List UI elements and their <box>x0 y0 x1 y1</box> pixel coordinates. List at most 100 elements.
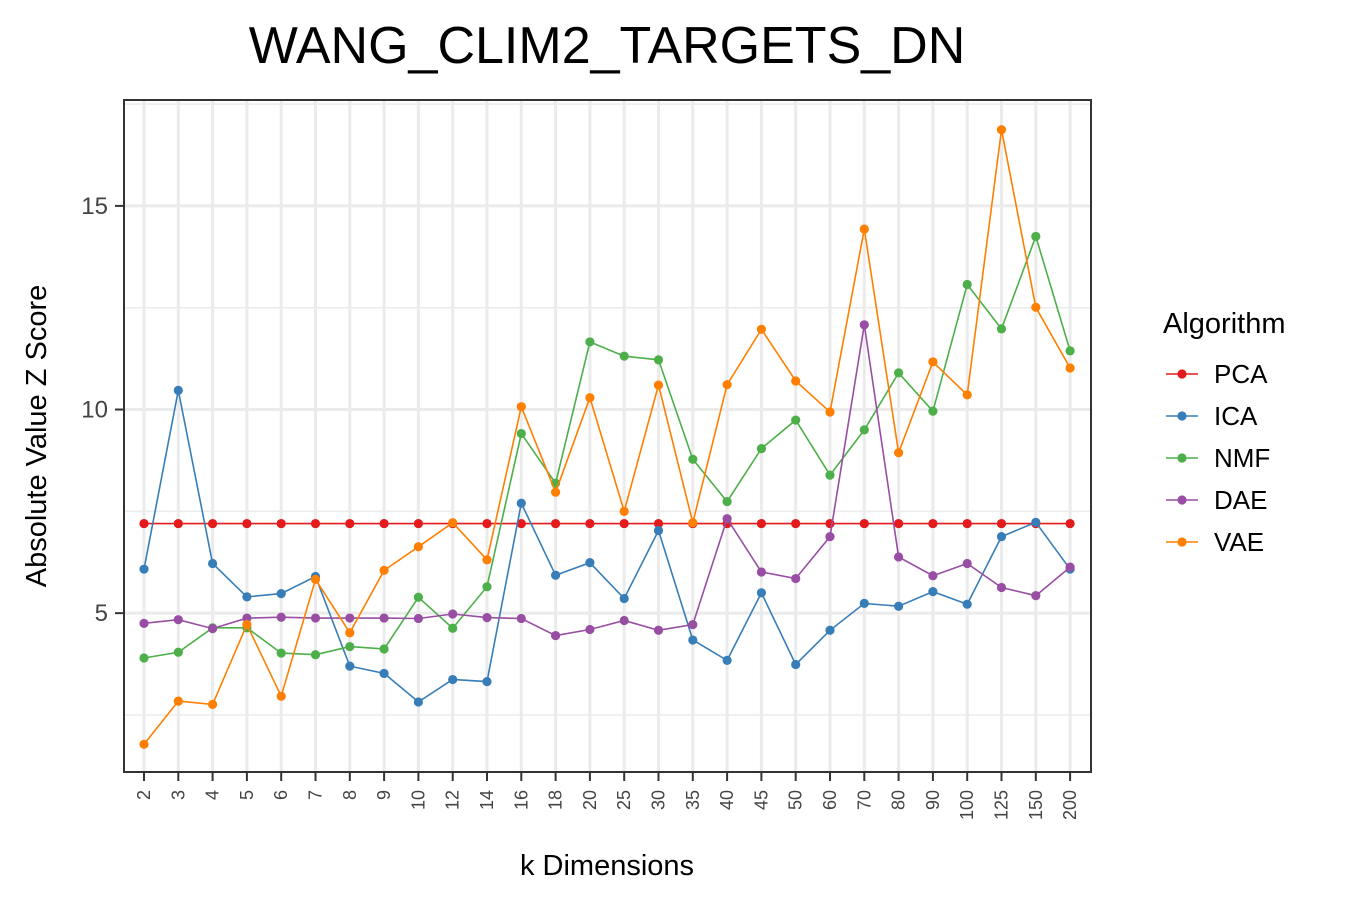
data-point <box>379 613 389 623</box>
x-tick-label: 90 <box>923 790 943 810</box>
data-point <box>516 498 526 508</box>
data-point <box>379 644 389 654</box>
x-tick-label: 14 <box>477 790 497 810</box>
series-line <box>143 129 1071 745</box>
data-point <box>928 571 938 581</box>
x-tick-label: 200 <box>1060 790 1080 820</box>
x-tick-label: 125 <box>992 790 1012 820</box>
data-point <box>242 613 252 623</box>
x-tick-label: 12 <box>443 790 463 810</box>
x-tick-label: 3 <box>168 790 188 800</box>
data-point <box>482 518 492 529</box>
data-point <box>894 368 904 378</box>
x-tick-label: 20 <box>580 790 600 810</box>
x-tick-label: 25 <box>614 790 634 810</box>
x-tick-label: 2 <box>134 790 154 800</box>
legend-items: PCA ICA NMF DAE VAE <box>1166 359 1270 557</box>
data-point <box>585 558 595 568</box>
series-line <box>143 233 1071 659</box>
legend-item-dae: DAE <box>1166 485 1267 515</box>
legend-item-nmf: NMF <box>1166 443 1270 473</box>
data-point <box>756 444 767 454</box>
data-point <box>379 668 389 679</box>
data-point <box>653 518 664 529</box>
data-point <box>894 448 904 458</box>
data-point <box>173 518 183 529</box>
data-point <box>482 676 492 687</box>
data-point <box>791 518 801 529</box>
data-point <box>585 337 595 347</box>
data-point <box>173 647 183 657</box>
data-point <box>310 650 321 660</box>
data-point <box>962 599 972 609</box>
data-point <box>413 518 423 529</box>
data-point <box>859 425 869 435</box>
series-vae <box>139 125 1075 749</box>
data-point <box>139 564 149 574</box>
data-point <box>276 691 286 701</box>
series-line <box>143 390 1071 703</box>
data-point <box>585 624 595 635</box>
x-tick-label: 50 <box>786 790 806 810</box>
data-point <box>928 586 938 597</box>
data-point <box>928 518 938 529</box>
legend-key-point <box>1177 495 1187 505</box>
data-point <box>722 380 732 390</box>
x-tick-label: 30 <box>649 790 669 810</box>
data-point <box>379 565 389 576</box>
data-point <box>208 558 218 569</box>
data-point <box>859 224 869 234</box>
x-tick-label: 100 <box>957 790 977 820</box>
data-point <box>894 518 904 529</box>
data-point <box>756 588 767 598</box>
data-point <box>345 628 355 638</box>
data-point <box>208 518 218 529</box>
plot-border <box>123 99 1092 773</box>
data-point <box>139 618 149 628</box>
data-point <box>1065 346 1075 356</box>
data-point <box>791 376 801 386</box>
x-axis: 2 3 4 5 6 7 8 9 10 12 14 16 18 20 25 30 35 40 45 50 60 70 80 90… <box>134 772 1080 820</box>
data-point <box>1065 562 1075 572</box>
data-point <box>688 619 698 630</box>
data-point <box>653 525 664 536</box>
x-tick-label: 150 <box>1026 790 1046 820</box>
data-point <box>585 518 595 529</box>
data-point <box>756 567 767 577</box>
data-point <box>619 593 629 604</box>
data-point <box>1031 231 1041 242</box>
legend-title: Algorithm <box>1163 308 1286 340</box>
data-point <box>894 552 904 562</box>
data-point <box>962 558 972 569</box>
data-point <box>859 518 869 529</box>
data-point <box>310 574 321 584</box>
data-point <box>208 624 218 634</box>
legend-item-vae: VAE <box>1166 527 1264 557</box>
x-tick-label: 7 <box>306 790 326 800</box>
data-point <box>139 739 149 749</box>
data-point <box>448 623 458 633</box>
data-point <box>551 570 561 580</box>
data-point <box>139 653 149 663</box>
legend-item-pca: PCA <box>1166 359 1268 389</box>
data-point <box>345 518 355 529</box>
series-dae <box>139 320 1075 641</box>
legend-key-point <box>1177 537 1187 547</box>
legend-label: ICA <box>1214 401 1258 431</box>
data-point <box>276 612 286 622</box>
data-point <box>173 385 183 395</box>
data-point <box>516 518 526 529</box>
series-ica <box>139 385 1075 707</box>
data-point <box>722 655 732 666</box>
data-point <box>482 555 492 565</box>
data-point <box>1065 363 1075 373</box>
x-tick-label: 9 <box>374 790 394 800</box>
data-point <box>688 454 698 464</box>
data-point <box>996 582 1007 593</box>
data-point <box>825 625 835 635</box>
x-tick-label: 5 <box>237 790 257 800</box>
series-pca <box>139 518 1075 529</box>
legend-label: NMF <box>1214 443 1270 473</box>
series-line <box>143 324 1071 637</box>
x-tick-label: 18 <box>546 790 566 810</box>
